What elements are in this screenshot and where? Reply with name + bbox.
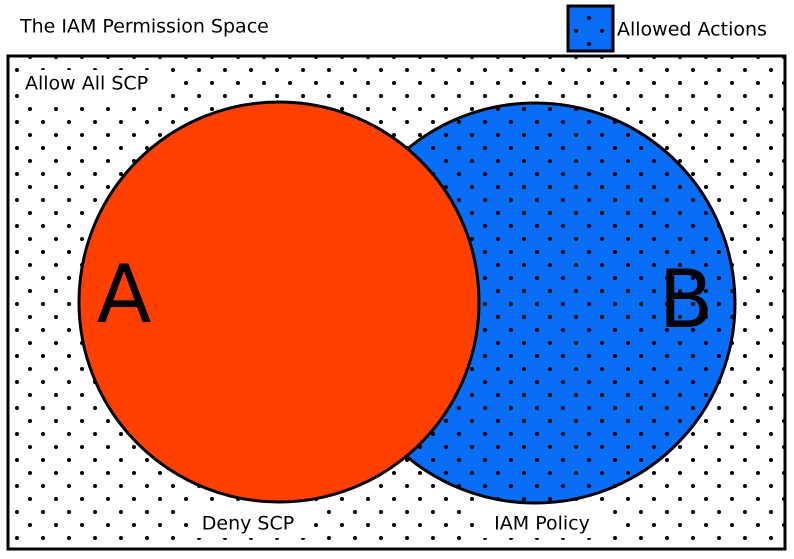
legend-label: Allowed Actions [617,19,767,41]
label-backdrop [188,510,308,538]
label-backdrop [22,70,170,98]
marker-a: A [97,248,152,341]
title: The IAM Permission Space [19,16,269,38]
marker-b: B [659,253,714,346]
deny-label: Deny SCP [202,513,294,535]
deny-circle [77,100,481,504]
outer-label: Allow All SCP [25,73,148,95]
label-backdrop [480,510,604,538]
legend-swatch [566,4,615,53]
policy-label: IAM Policy [494,513,590,535]
